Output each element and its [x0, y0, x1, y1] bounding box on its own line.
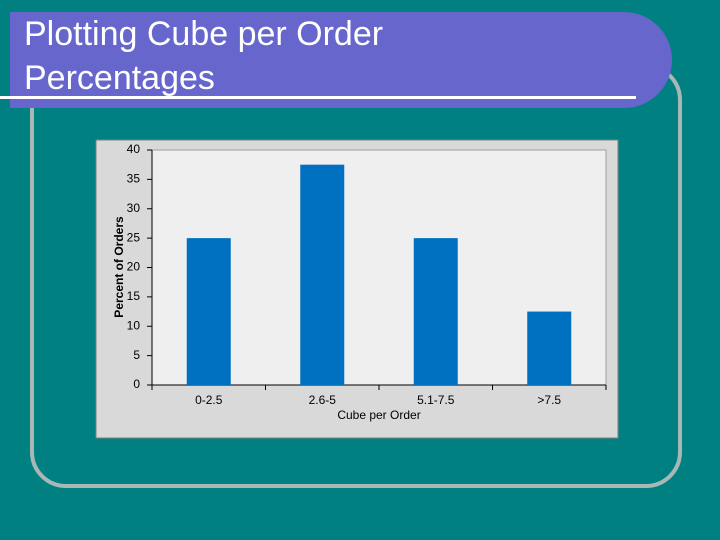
title-underline — [0, 96, 636, 99]
y-tick-label: 25 — [127, 230, 141, 244]
y-tick-label: 10 — [127, 318, 141, 332]
x-axis-title: Cube per Order — [337, 408, 420, 422]
bar — [527, 311, 572, 385]
y-tick-label: 35 — [127, 172, 141, 186]
y-tick-label: 20 — [127, 260, 141, 274]
title-banner — [10, 12, 672, 108]
slide-title: Plotting Cube per Order Percentages — [24, 15, 384, 97]
y-tick-label: 0 — [133, 377, 140, 391]
y-tick-label: 5 — [133, 348, 140, 362]
y-tick-label: 40 — [127, 142, 141, 156]
bar — [186, 238, 231, 385]
y-tick-label: 15 — [127, 289, 141, 303]
y-axis-title: Percent of Orders — [112, 216, 126, 318]
x-tick-label: 2.6-5 — [309, 393, 337, 407]
bar — [300, 164, 345, 385]
bar — [413, 238, 458, 385]
x-tick-label: >7.5 — [537, 393, 561, 407]
y-tick-label: 30 — [127, 201, 141, 215]
x-tick-label: 5.1-7.5 — [417, 393, 455, 407]
x-tick-label: 0-2.5 — [195, 393, 223, 407]
